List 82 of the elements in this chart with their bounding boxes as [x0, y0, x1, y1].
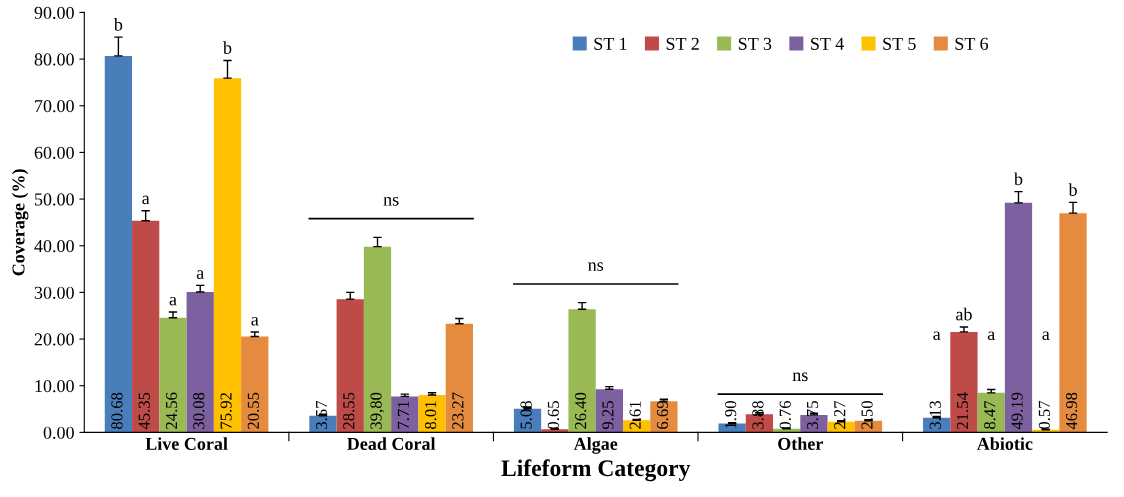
bar: [1059, 213, 1087, 433]
data-label: 28.55: [343, 392, 355, 429]
data-label: 3.13: [929, 401, 941, 429]
bar: [363, 246, 392, 433]
annotation: b: [113, 17, 123, 31]
y-tick-label: 50.00: [35, 193, 74, 206]
x-axis-title: Lifeform Category: [501, 459, 691, 482]
bar: [241, 336, 269, 433]
data-label: 2.61: [629, 401, 641, 429]
data-label: 20.55: [247, 392, 260, 429]
data-label: 2.50: [861, 401, 873, 429]
bar: [132, 220, 160, 433]
y-tick-label: 30.00: [34, 286, 74, 299]
bar: [1004, 202, 1033, 433]
y-axis-title: Coverage (%): [11, 169, 29, 276]
data-label: 9.25: [602, 401, 614, 430]
bar: [568, 309, 596, 433]
data-label: 3.75: [806, 401, 819, 429]
legend-label: ST 3: [738, 37, 772, 50]
bar: [650, 401, 678, 433]
data-label: 8.47: [984, 400, 996, 429]
bar: [336, 299, 364, 433]
annotation: a: [987, 331, 995, 341]
data-label: 2.27: [834, 400, 846, 429]
data-label: 8.01: [424, 401, 437, 429]
data-label: 23.27: [452, 392, 464, 429]
y-tick-label: 70.00: [35, 100, 74, 113]
bar: [595, 389, 623, 433]
bar: [104, 55, 133, 433]
annotation: a: [169, 296, 177, 306]
bar: [213, 78, 242, 433]
bar: [159, 317, 187, 433]
legend-label: ST 4: [811, 37, 844, 50]
legend-label: ST 1: [594, 37, 627, 50]
bar: [977, 392, 1005, 433]
data-label: 0.57: [1038, 400, 1051, 429]
data-label: 45.35: [138, 392, 150, 430]
data-label: 49.19: [1011, 392, 1023, 430]
bar: [445, 323, 473, 433]
annotation: ns: [383, 196, 399, 206]
bar: [391, 396, 419, 433]
legend-label: ST 2: [666, 37, 699, 50]
annotation: ns: [792, 372, 808, 382]
data-label: 1.90: [725, 401, 737, 429]
annotation: a: [196, 270, 204, 279]
data-label: 80.68: [111, 392, 123, 429]
y-tick-label: 10.00: [35, 379, 74, 393]
data-label: 7.71: [397, 401, 410, 429]
annotation: a: [933, 331, 941, 341]
data-label: 39,80: [370, 392, 385, 429]
x-tick-label: Dead Coral: [347, 437, 436, 450]
x-tick-label: Other: [778, 437, 823, 450]
data-label: 21.54: [956, 392, 969, 429]
annotation: b: [1068, 183, 1077, 196]
y-tick-label: 80.00: [34, 53, 74, 66]
x-tick-label: Live Coral: [145, 437, 228, 450]
annotation: b: [1013, 172, 1023, 186]
data-label: 46.98: [1065, 392, 1078, 430]
x-tick-label: Abiotic: [976, 437, 1033, 450]
data-label: 6.69: [656, 401, 669, 429]
bar: [950, 331, 978, 433]
annotation: a: [1042, 331, 1050, 341]
annotation: b: [222, 41, 232, 55]
data-label: 5.08: [520, 401, 532, 429]
data-label: 30.08: [193, 392, 205, 429]
y-tick-label: 60.00: [34, 146, 74, 159]
annotation: ab: [956, 307, 972, 321]
annotation: ns: [588, 262, 604, 271]
y-tick-label: 20.00: [34, 333, 74, 346]
bar: [186, 292, 214, 433]
legend-label: ST 5: [883, 37, 916, 50]
y-tick-label: 90.00: [34, 6, 74, 19]
y-tick-label: 0.00: [43, 426, 74, 439]
data-label: 26.40: [575, 392, 587, 429]
x-tick-label: Algae: [573, 437, 618, 454]
data-label: 75.92: [220, 393, 232, 429]
data-label: 24.56: [165, 392, 178, 429]
y-tick-label: 40.00: [34, 240, 74, 253]
legend-label: ST 6: [955, 37, 989, 50]
bar: [418, 395, 446, 433]
annotation: a: [251, 316, 259, 326]
annotation: a: [142, 195, 150, 205]
